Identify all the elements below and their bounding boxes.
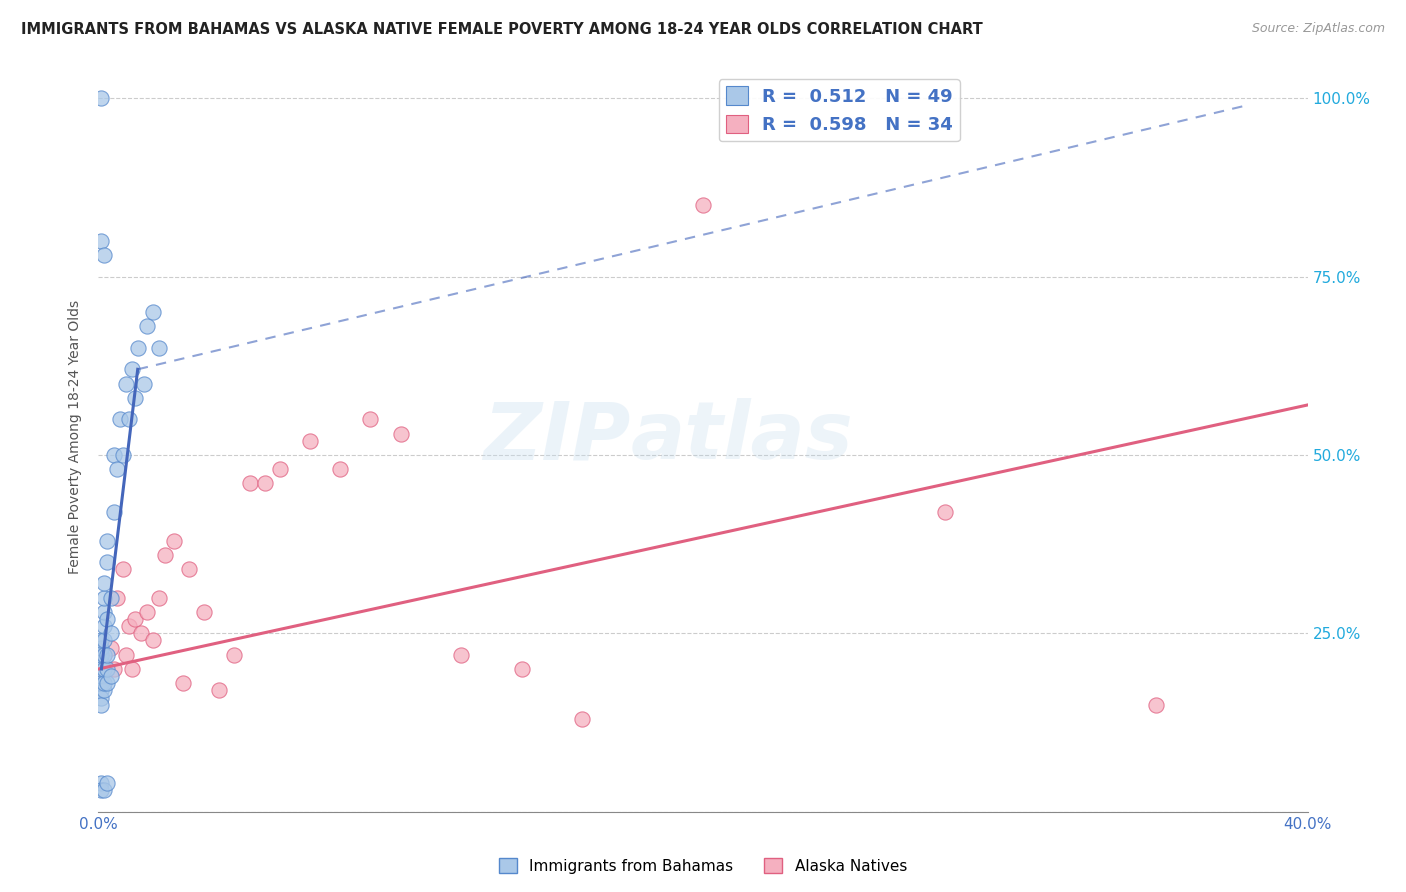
Point (105, 591, 128, 605)
Point (153, 548, 176, 562)
Point (93, 633, 115, 648)
Point (253, 476, 276, 491)
Point (96, 533, 118, 548)
Point (111, 562, 134, 576)
Point (692, 198, 714, 212)
Point (269, 462, 291, 476)
Point (111, 448, 134, 462)
Point (163, 533, 186, 548)
Point (90, 776, 112, 790)
Point (1144, 698, 1167, 712)
Point (93, 248, 115, 262)
Point (100, 669, 122, 683)
Point (103, 662, 125, 676)
Point (90, 234, 112, 248)
Point (510, 662, 533, 676)
Point (93, 662, 115, 676)
Point (103, 505, 125, 519)
Point (239, 476, 262, 491)
Text: IMMIGRANTS FROM BAHAMAS VS ALASKA NATIVE FEMALE POVERTY AMONG 18-24 YEAR OLDS CO: IMMIGRANTS FROM BAHAMAS VS ALASKA NATIVE… (21, 22, 983, 37)
Text: Source: ZipAtlas.com: Source: ZipAtlas.com (1251, 22, 1385, 36)
Point (129, 626, 152, 640)
Point (90, 676, 112, 690)
Point (360, 412, 382, 426)
Point (90, 633, 112, 648)
Point (100, 640, 122, 655)
Point (93, 648, 115, 662)
Point (118, 619, 141, 633)
Point (124, 612, 146, 626)
Point (132, 376, 155, 391)
Point (90, 698, 112, 712)
Point (90, 783, 112, 797)
Point (90, 640, 112, 655)
Point (96, 676, 118, 690)
Point (93, 676, 115, 690)
Point (172, 676, 194, 690)
Point (93, 648, 115, 662)
Point (96, 612, 118, 626)
Legend: Immigrants from Bahamas, Alaska Natives: Immigrants from Bahamas, Alaska Natives (494, 852, 912, 880)
Text: atlas: atlas (630, 398, 853, 476)
Point (90, 683, 112, 698)
Point (90, 662, 112, 676)
Point (105, 462, 128, 476)
Point (450, 648, 472, 662)
Point (90, 669, 112, 683)
Point (93, 591, 115, 605)
Point (127, 341, 149, 355)
Point (571, 712, 593, 726)
Point (118, 412, 141, 426)
Point (93, 605, 115, 619)
Y-axis label: Female Poverty Among 18-24 Year Olds: Female Poverty Among 18-24 Year Olds (69, 300, 83, 574)
Point (299, 434, 322, 448)
Point (193, 605, 215, 619)
Point (90, 669, 112, 683)
Point (96, 648, 118, 662)
Point (100, 626, 122, 640)
Point (90, 648, 112, 662)
Point (208, 683, 231, 698)
Point (90, 690, 112, 705)
Point (114, 648, 136, 662)
Point (96, 662, 118, 676)
Point (329, 462, 352, 476)
Point (108, 412, 131, 426)
Point (93, 683, 115, 698)
Point (90, 655, 112, 669)
Point (142, 633, 165, 648)
Point (148, 341, 170, 355)
Point (179, 562, 201, 576)
Point (224, 648, 246, 662)
Point (135, 319, 157, 334)
Point (121, 362, 143, 376)
Legend: R =  0.512   N = 49, R =  0.598   N = 34: R = 0.512 N = 49, R = 0.598 N = 34 (718, 79, 960, 141)
Point (142, 305, 165, 319)
Point (934, 505, 956, 519)
Point (90, 91, 112, 105)
Point (96, 555, 118, 569)
Point (93, 783, 115, 797)
Point (103, 448, 125, 462)
Text: ZIP: ZIP (484, 398, 630, 476)
Point (114, 376, 136, 391)
Point (389, 426, 412, 441)
Point (148, 591, 170, 605)
Point (96, 776, 118, 790)
Point (93, 619, 115, 633)
Point (100, 591, 122, 605)
Point (121, 662, 143, 676)
Point (93, 576, 115, 591)
Point (124, 391, 146, 405)
Point (135, 605, 157, 619)
